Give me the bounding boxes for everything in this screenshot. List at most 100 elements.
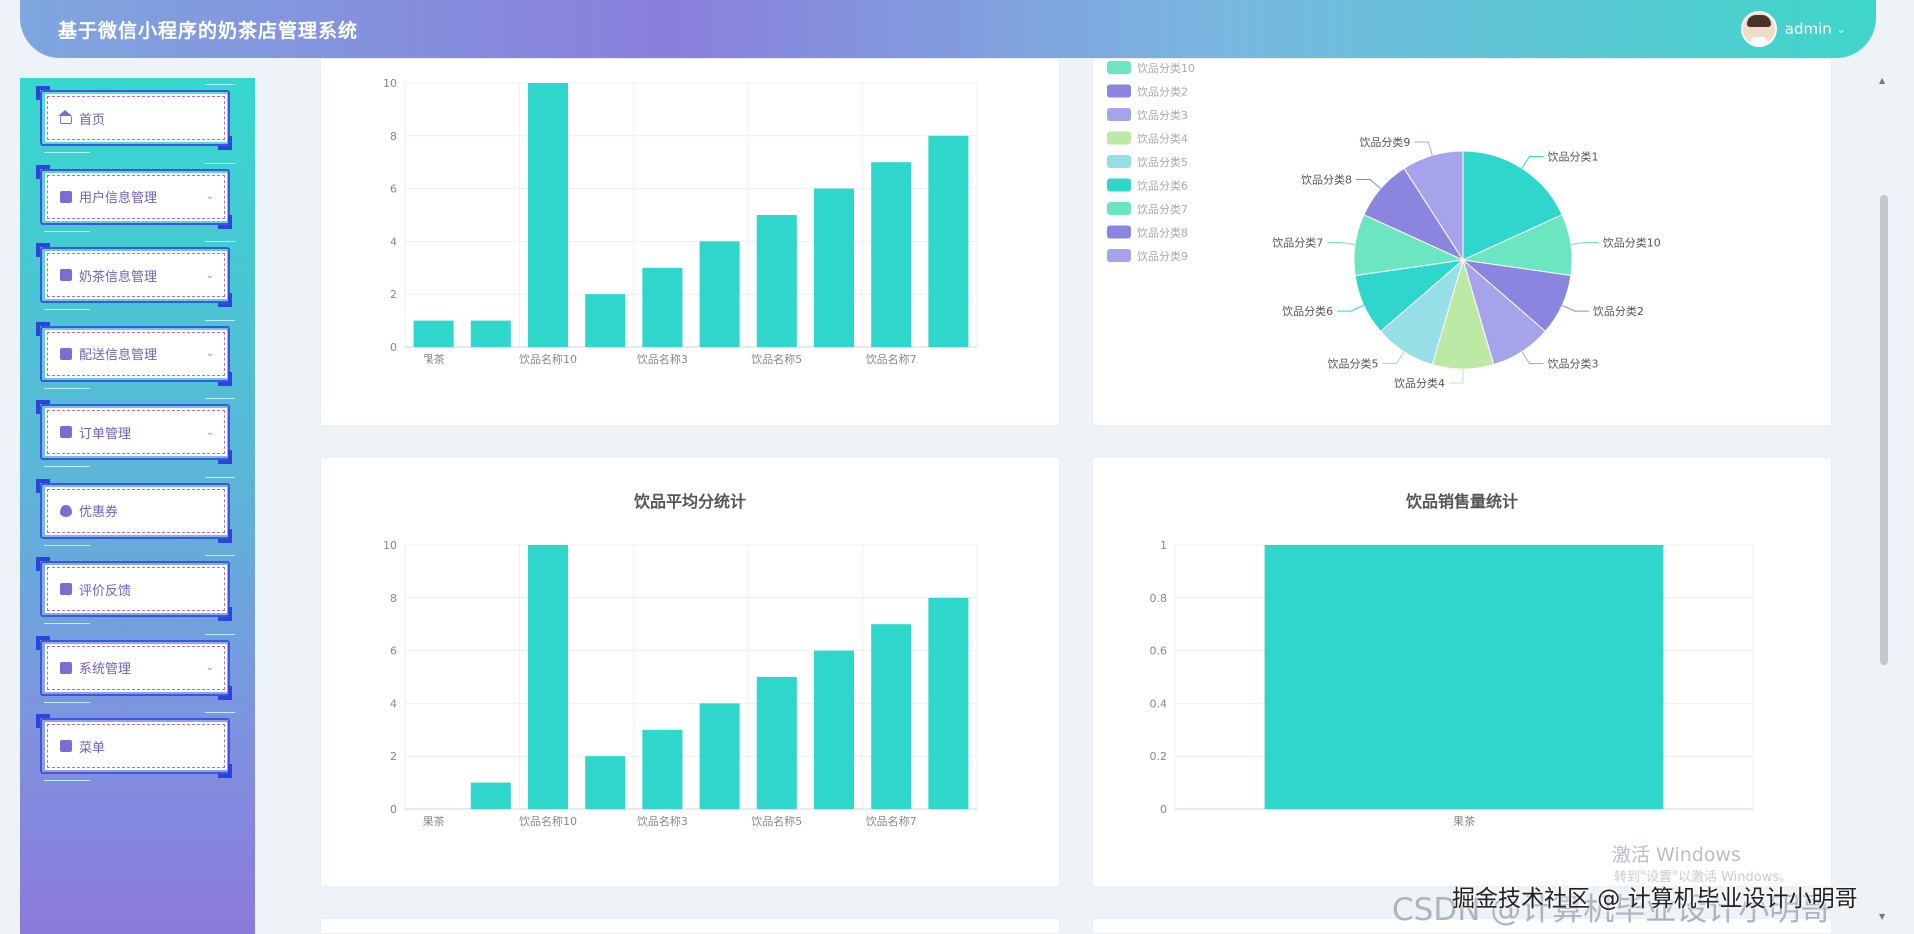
sidebar-item-button[interactable]: 优惠券 [45, 486, 227, 535]
menu-line-decoration [44, 780, 90, 781]
sidebar-item-label: 订单管理 [79, 426, 132, 442]
username[interactable]: admin [1784, 20, 1832, 38]
bar [585, 294, 626, 347]
chart-panel-bottom-left-partial [320, 918, 1060, 934]
pie-label-line [1561, 304, 1589, 312]
scroll-up-arrow-icon[interactable]: ▲ [1879, 76, 1886, 85]
menu-line-decoration [205, 241, 235, 242]
menu-corner-decoration [36, 321, 50, 336]
menu-line-decoration [205, 555, 235, 556]
pie-slice-label: 饮品分类3 [1547, 356, 1598, 370]
pie-label-line [1449, 369, 1464, 384]
sidebar-item-button[interactable]: 配送信息管理 ⌄ [45, 329, 227, 378]
x-tick-label: 饮品名称7 [866, 352, 917, 366]
menu-line-decoration [205, 319, 235, 321]
sidebar-item-label: 首页 [79, 112, 106, 128]
sidebar-item[interactable]: 评价反馈 [36, 555, 255, 624]
list-icon [60, 190, 72, 203]
legend-label: 饮品分类8 [1137, 226, 1188, 240]
chart-title: 饮品销售量统计 [1405, 492, 1518, 511]
legend-swatch [1107, 131, 1131, 145]
sidebar-item-label: 用户信息管理 [79, 191, 158, 206]
menu-corner-decoration [36, 164, 50, 179]
legend-label: 饮品分类5 [1137, 155, 1188, 169]
chevron-down-icon[interactable]: ⌄ [1836, 22, 1846, 36]
y-tick-label: 6 [390, 183, 397, 196]
sidebar-item[interactable]: 奶茶信息管理 ⌄ [36, 241, 255, 310]
menu-corner-decoration [218, 136, 232, 150]
pie-label-line [1337, 304, 1365, 312]
legend-swatch [1107, 61, 1131, 74]
chevron-down-icon[interactable]: ⌄ [205, 426, 214, 438]
legend-label: 饮品分类4 [1137, 132, 1188, 146]
x-tick-label: 果茶 [423, 815, 445, 828]
y-tick-label: 2 [390, 750, 397, 763]
legend-label: 饮品分类2 [1137, 85, 1188, 99]
bar-chart-avg-score: 0 2 4 6 8 10 果茶 饮品名称10 饮品名称3 饮品名称5 饮品名称7 [383, 539, 978, 828]
pie-slice-label: 饮品分类6 [1282, 304, 1333, 318]
x-tick-label: 饮品名称3 [637, 814, 688, 828]
bar [585, 756, 626, 809]
sidebar-item-label: 系统管理 [79, 662, 132, 677]
sidebar-item[interactable]: 订单管理 ⌄ [36, 398, 255, 467]
avatar[interactable] [1740, 11, 1777, 47]
sidebar-item[interactable]: 配送信息管理 ⌄ [36, 319, 255, 389]
chevron-down-icon[interactable]: ⌄ [205, 191, 214, 202]
scroll-down-arrow-icon[interactable]: ▼ [1879, 912, 1886, 921]
sidebar-item-button[interactable]: 用户信息管理 ⌄ [45, 172, 227, 221]
pie-slice-label: 饮品分类8 [1301, 172, 1352, 186]
sidebar-item-button[interactable]: 订单管理 ⌄ [45, 408, 227, 456]
pie-chart-category: 饮品分类10 饮品分类2 饮品分类3 饮品分类4 饮品分类5 饮品分类6 饮品分类7 饮品分类… [1107, 61, 1661, 390]
x-tick-label: 饮品名称5 [751, 814, 802, 828]
chart-panel-avg-score: 饮品平均分统计 0 2 4 6 8 10 果茶 饮品名称10 饮品名称3 饮品名称5 饮品名称7 [320, 457, 1060, 887]
legend-swatch [1107, 202, 1131, 215]
menu-corner-decoration [36, 714, 50, 728]
sidebar-item-button[interactable]: 系统管理 ⌄ [45, 643, 227, 692]
legend-swatch [1107, 108, 1131, 121]
sidebar-item[interactable]: 菜单 [36, 712, 255, 781]
mouse-cursor-icon [420, 357, 429, 377]
bar [527, 83, 569, 347]
y-tick-label: 0 [390, 803, 397, 816]
menu-corner-decoration [218, 528, 232, 543]
x-tick-label: 饮品名称5 [751, 352, 802, 366]
menu-line-decoration [205, 476, 235, 478]
y-tick-label: 8 [390, 130, 397, 143]
y-tick-label: 0.8 [1150, 592, 1168, 605]
pie-label-line [1327, 241, 1356, 245]
menu-corner-decoration [36, 400, 50, 414]
sidebar-item[interactable]: 用户信息管理 ⌄ [36, 162, 255, 232]
menu-line-decoration [44, 152, 90, 153]
bar [756, 215, 797, 347]
x-tick-label: 果茶 [423, 353, 445, 366]
menu-corner-decoration [218, 293, 232, 307]
book-icon [60, 740, 72, 752]
sidebar-item-button[interactable]: 首页 [45, 94, 227, 142]
menu-corner-decoration [36, 557, 50, 571]
chevron-down-icon[interactable]: ⌄ [205, 348, 214, 359]
sidebar-item[interactable]: 首页 [36, 84, 255, 153]
menu-corner-decoration [218, 764, 232, 778]
juejin-watermark: 掘金技术社区 @ 计算机毕业设计小明哥 [1452, 886, 1858, 912]
sidebar-item-button[interactable]: 奶茶信息管理 ⌄ [45, 251, 227, 299]
sidebar-item-label: 奶茶信息管理 [79, 269, 158, 285]
bar [871, 624, 912, 809]
chevron-down-icon[interactable]: ⌄ [205, 662, 214, 673]
pie-slice-label: 饮品分类1 [1547, 150, 1598, 164]
pie-label-line [1521, 156, 1544, 169]
sidebar-item[interactable]: 系统管理 ⌄ [36, 633, 255, 703]
legend-swatch [1107, 178, 1131, 192]
vertical-scrollbar[interactable] [1880, 195, 1888, 665]
user-menu[interactable]: admin ⌄ [1740, 11, 1846, 47]
sidebar-item-button[interactable]: 菜单 [45, 722, 227, 770]
chevron-down-icon[interactable]: ⌄ [205, 269, 214, 281]
y-tick-label: 0.2 [1150, 750, 1168, 763]
app-title: 基于微信小程序的奶茶店管理系统 [58, 19, 359, 42]
y-tick-label: 6 [390, 645, 397, 658]
sidebar-item[interactable]: 优惠券 [36, 476, 255, 546]
menu-corner-decoration [218, 214, 232, 229]
y-tick-label: 10 [383, 77, 397, 90]
sidebar-item-button[interactable]: 评价反馈 [45, 565, 227, 613]
x-tick-label: 饮品名称7 [866, 814, 917, 828]
legend-label: 饮品分类3 [1137, 108, 1188, 122]
